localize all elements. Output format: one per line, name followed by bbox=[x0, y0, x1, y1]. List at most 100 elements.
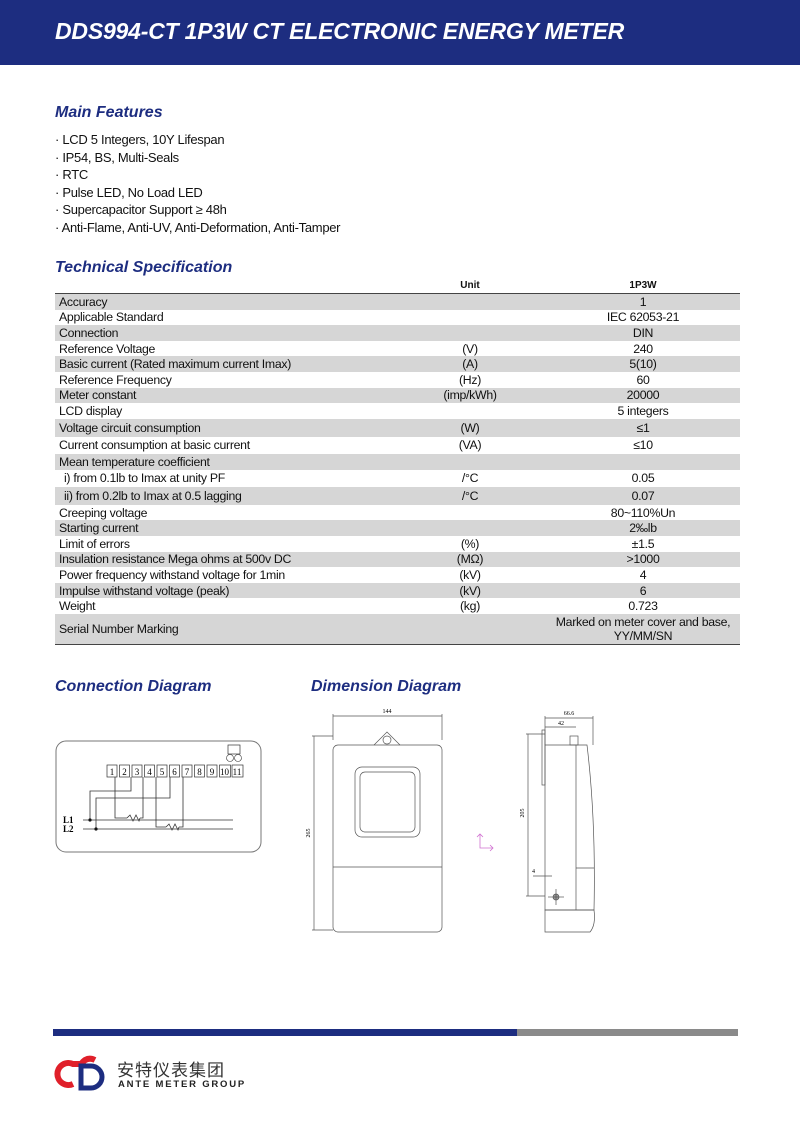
terminal-number: 10 bbox=[220, 767, 230, 777]
terminal-box bbox=[194, 764, 205, 778]
feature-item: Supercapacitor Support ≥ 48h bbox=[55, 201, 340, 219]
spec-value: 1 bbox=[639, 294, 647, 309]
spec-value: 0.723 bbox=[628, 599, 658, 614]
spec-value: DIN bbox=[632, 325, 654, 340]
spec-value: 5(10) bbox=[629, 357, 657, 372]
spec-label: Creeping voltage bbox=[59, 505, 148, 520]
spec-row: Power frequency withstand voltage for 1m… bbox=[55, 567, 740, 583]
spec-label: Impulse withstand voltage (peak) bbox=[59, 583, 230, 598]
spec-row: Connection DIN bbox=[55, 325, 740, 341]
spec-table: Accuracy 1 Applicable Standard IEC 62053-21… bbox=[55, 294, 740, 645]
terminal-box bbox=[206, 764, 218, 778]
side-height-label: 205 bbox=[520, 809, 526, 818]
page-title: DDS994-CT 1P3W CT ELECTRONIC ENERGY METE… bbox=[55, 18, 625, 44]
spec-unit: (MΩ) bbox=[456, 552, 484, 567]
spec-row: Current consumption at basic current (VA)… bbox=[55, 437, 740, 454]
terminal-box bbox=[169, 764, 180, 778]
spec-label: Reference Frequency bbox=[59, 372, 172, 387]
spec-row: Voltage circuit consumption (W) ≤1 bbox=[55, 418, 740, 437]
terminal-box bbox=[144, 764, 155, 778]
spec-unit: (VA) bbox=[458, 438, 482, 453]
terminal-box bbox=[106, 764, 118, 778]
spec-label: Basic current (Rated maximum current Ima… bbox=[59, 357, 292, 372]
terminal-box bbox=[131, 764, 143, 778]
connection-diagram-heading: Connection Diagram bbox=[55, 678, 212, 695]
spec-label: Current consumption at basic current bbox=[59, 438, 250, 453]
spec-row: Creeping voltage 80~110%Un bbox=[55, 505, 740, 521]
spec-row: LCD display 5 integers bbox=[55, 403, 740, 419]
spec-value: ≤10 bbox=[633, 438, 653, 453]
terminal-number: 4 bbox=[147, 767, 152, 777]
feature-item: Pulse LED, No Load LED bbox=[55, 184, 340, 202]
spec-row: Serial Number Marking Marked on meter cov… bbox=[55, 613, 740, 644]
spec-label: Limit of errors bbox=[59, 536, 130, 551]
spec-label: ii) from 0.2lb to Imax at 0.5 lagging bbox=[64, 488, 242, 503]
spec-row: Starting current 2‰lb bbox=[55, 520, 740, 536]
spec-table-header: Unit 1P3W bbox=[55, 279, 740, 294]
spec-unit: (W) bbox=[460, 420, 480, 435]
line-label-l1: L1 bbox=[63, 815, 74, 825]
spec-label: Power frequency withstand voltage for 1m… bbox=[59, 567, 285, 582]
spec-value: 4 bbox=[639, 567, 647, 582]
spec-row: Limit of errors (%) ±1.5 bbox=[55, 536, 740, 552]
terminal-number: 3 bbox=[135, 767, 140, 777]
pulse-icon bbox=[227, 744, 241, 755]
terminal-number: 11 bbox=[233, 767, 242, 777]
terminal-box bbox=[219, 764, 231, 778]
spec-label: Mean temperature coefficient bbox=[59, 454, 210, 469]
spec-label: Starting current bbox=[59, 521, 139, 536]
spec-value: 0.05 bbox=[631, 471, 655, 486]
spec-unit: /°C bbox=[461, 471, 479, 486]
side-offset-label: 4 bbox=[532, 869, 535, 875]
front-width-label: 144 bbox=[383, 709, 392, 715]
spec-row: Reference Voltage (V) 240 bbox=[55, 341, 740, 357]
spec-row: Meter constant (imp/kWh) 20000 bbox=[55, 387, 740, 404]
spec-label: LCD display bbox=[59, 403, 122, 418]
terminal-number: 1 bbox=[110, 767, 115, 777]
spec-row: Accuracy 1 bbox=[55, 294, 740, 310]
front-height-label: 265 bbox=[306, 829, 312, 838]
spec-value: 0.07 bbox=[631, 488, 655, 503]
spec-value: 60 bbox=[636, 372, 650, 387]
spec-unit: (imp/kWh) bbox=[443, 388, 497, 403]
terminal-number: 9 bbox=[210, 767, 215, 777]
spec-label: Accuracy bbox=[59, 294, 108, 309]
value-column-header: 1P3W bbox=[629, 280, 657, 291]
feature-item: LCD 5 Integers, 10Y Lifespan bbox=[55, 131, 340, 149]
spec-label: Serial Number Marking bbox=[59, 621, 179, 636]
spec-unit: (A) bbox=[462, 357, 478, 372]
dimension-diagram-heading: Dimension Diagram bbox=[311, 678, 462, 695]
main-features-heading: Main Features bbox=[55, 104, 163, 121]
spec-row: ii) from 0.2lb to Imax at 0.5 lagging /°C… bbox=[55, 486, 740, 505]
terminal-number: 5 bbox=[160, 767, 165, 777]
spec-unit: (Hz) bbox=[458, 372, 482, 387]
spec-value: Marked on meter cover and base, YY/MM/SN bbox=[556, 615, 731, 643]
spec-label: Connection bbox=[59, 325, 119, 340]
spec-unit: (V) bbox=[462, 341, 478, 356]
spec-row: Impulse withstand voltage (peak) (kV) 6 bbox=[55, 582, 740, 599]
feature-item: RTC bbox=[55, 166, 340, 184]
connection-diagram: 1 2 3 4 5 6 7 8 9 10 11 L1 L2 bbox=[55, 740, 262, 853]
spec-value: ≤1 bbox=[636, 420, 650, 435]
spec-label: Reference Voltage bbox=[59, 341, 156, 356]
spec-label: Voltage circuit consumption bbox=[59, 420, 201, 435]
spec-value: IEC 62053-21 bbox=[606, 310, 680, 325]
spec-label: Applicable Standard bbox=[59, 310, 164, 325]
spec-value: 2‰lb bbox=[629, 521, 657, 536]
spec-label: i) from 0.1lb to Imax at unity PF bbox=[64, 471, 225, 486]
spec-value: ±1.5 bbox=[631, 536, 655, 551]
spec-value-line: YY/MM/SN bbox=[613, 628, 673, 643]
brand-name-cn: 安特仪表集团 bbox=[117, 1061, 225, 1081]
spec-unit: (kg) bbox=[460, 599, 480, 614]
spec-row: Weight (kg) 0.723 bbox=[55, 598, 740, 614]
spec-row: Applicable Standard IEC 62053-21 bbox=[55, 310, 740, 326]
spec-row: Insulation resistance Mega ohms at 500v … bbox=[55, 551, 740, 568]
tech-spec-heading: Technical Specification bbox=[55, 259, 233, 276]
spec-value: 20000 bbox=[626, 388, 660, 403]
spec-row: i) from 0.1lb to Imax at unity PF /°C 0.05 bbox=[55, 470, 740, 487]
spec-row: Basic current (Rated maximum current Ima… bbox=[55, 356, 740, 372]
side-depth-label: 66.6 bbox=[564, 711, 575, 717]
features-list: LCD 5 Integers, 10Y Lifespan IP54, BS, M… bbox=[55, 131, 341, 237]
terminal-number: 6 bbox=[172, 767, 177, 777]
spec-label: Meter constant bbox=[59, 388, 137, 403]
